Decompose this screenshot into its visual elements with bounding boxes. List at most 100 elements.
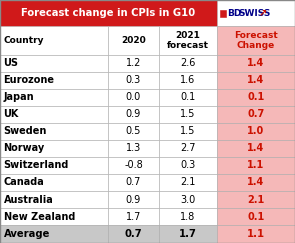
Bar (108, 191, 159, 208)
Bar (108, 123, 159, 140)
Text: 3.0: 3.0 (181, 194, 196, 205)
Bar (217, 174, 295, 191)
Text: 0.1: 0.1 (247, 211, 265, 222)
Text: Eurozone: Eurozone (4, 75, 55, 86)
Text: Switzerland: Switzerland (4, 160, 69, 171)
Text: 0.1: 0.1 (181, 92, 196, 103)
Text: 0.7: 0.7 (125, 229, 142, 239)
Bar (217, 191, 295, 208)
Bar (217, 89, 295, 106)
Bar (108, 106, 159, 123)
Bar (217, 225, 295, 243)
Text: 0.1: 0.1 (247, 92, 265, 103)
Text: 1.4: 1.4 (247, 58, 265, 69)
Bar (159, 191, 217, 208)
Text: 1.4: 1.4 (247, 75, 265, 86)
Text: 2020: 2020 (121, 36, 146, 45)
Text: Japan: Japan (4, 92, 34, 103)
Text: 2.1: 2.1 (247, 194, 265, 205)
Text: ↗: ↗ (258, 8, 266, 18)
Text: Norway: Norway (4, 143, 45, 154)
Bar (217, 72, 295, 89)
Bar (159, 89, 217, 106)
Bar (108, 140, 159, 157)
Bar (217, 140, 295, 157)
Text: 0.3: 0.3 (181, 160, 196, 171)
Text: 1.4: 1.4 (247, 177, 265, 188)
Bar (220, 10, 226, 17)
Bar (0, 72, 108, 89)
Bar (217, 208, 295, 225)
Bar (159, 72, 217, 89)
Text: 0.9: 0.9 (126, 109, 141, 120)
Bar (108, 55, 159, 72)
Text: 1.3: 1.3 (126, 143, 141, 154)
Text: 1.1: 1.1 (247, 229, 265, 239)
Bar (217, 55, 295, 72)
Bar (0, 123, 108, 140)
Text: 1.5: 1.5 (180, 126, 196, 137)
Bar (108, 72, 159, 89)
Bar (159, 157, 217, 174)
Text: 1.7: 1.7 (179, 229, 197, 239)
Text: 1.2: 1.2 (126, 58, 141, 69)
Text: Forecast change in CPIs in G10: Forecast change in CPIs in G10 (21, 8, 196, 18)
Bar (0, 106, 108, 123)
Text: -0.8: -0.8 (124, 160, 143, 171)
Bar (159, 106, 217, 123)
Text: 0.3: 0.3 (126, 75, 141, 86)
Text: Sweden: Sweden (4, 126, 47, 137)
Text: Country: Country (4, 36, 44, 45)
Bar (217, 0, 295, 26)
Text: 1.7: 1.7 (126, 211, 141, 222)
Text: 0.5: 0.5 (126, 126, 141, 137)
Bar (0, 225, 108, 243)
Bar (159, 55, 217, 72)
Bar (159, 123, 217, 140)
Bar (217, 157, 295, 174)
Text: 1.4: 1.4 (247, 143, 265, 154)
Bar (159, 208, 217, 225)
Text: 0.7: 0.7 (247, 109, 265, 120)
Bar (217, 106, 295, 123)
Text: BD: BD (227, 9, 241, 18)
Bar (159, 174, 217, 191)
Bar (0, 208, 108, 225)
Bar (108, 157, 159, 174)
Bar (159, 225, 217, 243)
Bar (108, 26, 159, 55)
Text: 2.7: 2.7 (180, 143, 196, 154)
Text: 1.5: 1.5 (180, 109, 196, 120)
Text: Forecast
Change: Forecast Change (234, 31, 278, 50)
Text: 1.8: 1.8 (181, 211, 196, 222)
Text: 0.7: 0.7 (126, 177, 141, 188)
Bar (108, 174, 159, 191)
Text: Average: Average (4, 229, 50, 239)
Bar (217, 123, 295, 140)
Text: US: US (4, 58, 19, 69)
Text: SWISS: SWISS (238, 9, 271, 18)
Text: 0.9: 0.9 (126, 194, 141, 205)
Bar (108, 208, 159, 225)
Bar (0, 0, 217, 26)
Text: 1.1: 1.1 (247, 160, 265, 171)
Text: 1.6: 1.6 (181, 75, 196, 86)
Bar (0, 55, 108, 72)
Text: UK: UK (4, 109, 19, 120)
Text: 2.1: 2.1 (180, 177, 196, 188)
Bar (159, 140, 217, 157)
Bar (0, 191, 108, 208)
Bar (0, 26, 108, 55)
Bar (108, 89, 159, 106)
Bar (0, 140, 108, 157)
Text: 0.0: 0.0 (126, 92, 141, 103)
Text: 2021
forecast: 2021 forecast (167, 31, 209, 50)
Bar (108, 225, 159, 243)
Bar (0, 157, 108, 174)
Text: Canada: Canada (4, 177, 44, 188)
Bar (0, 174, 108, 191)
Text: Australia: Australia (4, 194, 53, 205)
Bar (159, 26, 217, 55)
Text: New Zealand: New Zealand (4, 211, 75, 222)
Bar (217, 26, 295, 55)
